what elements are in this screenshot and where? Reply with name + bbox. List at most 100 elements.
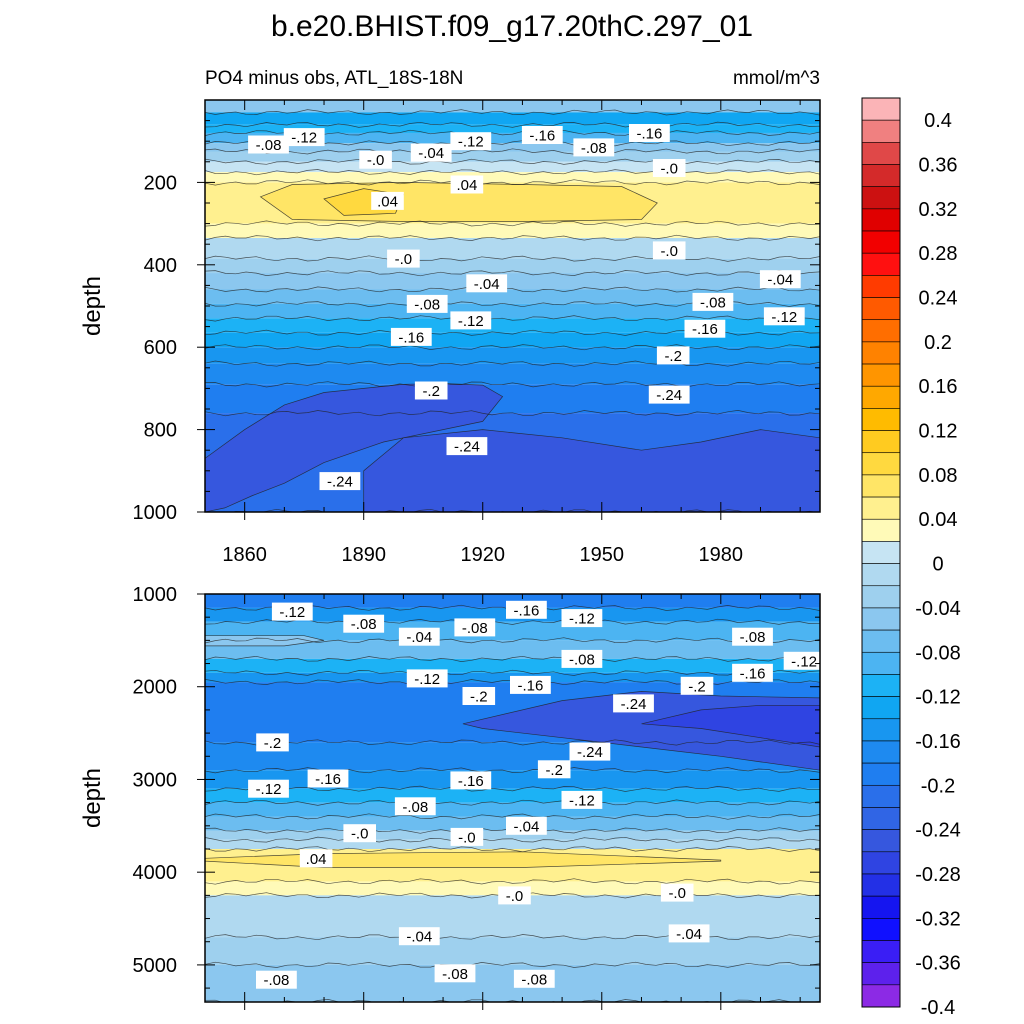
upper-contour-labels: -.08 -.12 -.0 -.04 -.12 -.16 -.08 -.16 -.0 .04 .04… [248,124,805,491]
lower-contour-line [205,846,820,853]
colorbar-swatch [861,541,901,564]
lower-contour-label-box [513,969,555,988]
colorbar-label: -0.36 [915,953,961,975]
x-tick-label: 1890 [341,544,386,566]
lower-contour-labels: -.12 -.08 -.04 -.08 -.16 -.12 -.08 -.08 -.12 -.16… [248,600,825,989]
lower-contour-label-box [510,675,551,694]
lower-contour-label: -.16 [315,771,341,788]
lower-band [205,964,820,1002]
lower-contour-label: -.0 [351,826,369,843]
lower-y-axis-label: depth [79,768,106,828]
upper-band [205,258,820,274]
lower-contour-label: -.2 [688,678,706,695]
lower-contour-label-box [450,771,492,790]
colorbar-label: 0 [932,554,943,576]
upper-contour-label-box [410,143,452,162]
chart-title: b.e20.BHIST.f09_g17.20thC.297_01 [271,10,753,43]
lower-contour-label: -.16 [740,665,766,682]
lower-contour-line [205,669,820,676]
lower-contour-label: -.24 [621,696,647,713]
colorbar-swatch [861,629,901,653]
lower-contour-label-box [299,849,333,868]
upper-contour-line [205,255,820,262]
colorbar-swatch [861,275,901,298]
lower-contour-label-box [454,618,496,637]
upper-contour-label-box [406,294,448,313]
lower-contour-patch [205,635,325,647]
lower-contour-label: -.0 [668,885,686,902]
lower-contour-label-box [450,827,484,846]
x-tick-label: 1950 [580,544,625,566]
upper-contour-label: -.24 [454,439,480,456]
colorbar-swatch [861,585,901,609]
colorbar-swatch [861,674,901,697]
lower-contour-label: -.04 [513,818,539,835]
upper-contour-label: -.04 [767,272,793,289]
upper-contour-label-box [692,292,734,311]
upper-band [205,303,820,319]
lower-contour-label-box [537,760,571,779]
upper-contour-patch [205,383,504,512]
colorbar-swatch [861,563,901,587]
colorbar-swatch [861,784,901,808]
lower-contour-line [205,878,820,885]
colorbar-swatch [861,962,901,986]
upper-band [205,112,820,125]
y-tick-label: 4000 [133,862,178,884]
colorbar-swatch [861,651,901,675]
colorbar-swatch [861,718,901,742]
lower-contour-label: -.16 [458,773,484,790]
upper-axes: 1860 1890 1920 1950 1980 200 400 600 800 1000 [133,99,820,566]
lower-contour-line [205,999,820,1002]
lower-contour-label: -.08 [740,629,766,646]
upper-contour-label: .04 [377,193,398,210]
lower-contour-label-box [256,970,297,989]
lower-band [205,802,820,817]
colorbar-label: 0.24 [919,288,958,310]
lower-contour-label-box [462,687,496,705]
colorbar-swatch [861,297,901,321]
lower-contour-patch [641,704,820,748]
upper-contour-label-box [283,128,325,147]
upper-contour-label-box [450,311,492,330]
colorbar-swatch [861,319,901,343]
lower-contour-label-box [680,676,714,695]
upper-contour-label: -.04 [418,145,444,162]
lower-contour-label-box [668,924,710,943]
upper-band [205,363,820,385]
upper-contour-label-box [319,472,361,491]
lower-contour-label-box [732,663,773,682]
lower-contour-label: .04 [306,851,327,868]
upper-band [205,124,820,133]
upper-contour-label-box [450,132,492,151]
colorbar: 0.4 0.36 0.32 0.28 0.24 0.2 0.16 0.12 0.08 0.04 0 -… [861,97,961,1019]
colorbar-swatch [861,385,901,409]
lower-contour-label: -.12 [569,792,595,809]
upper-band [205,273,820,290]
colorbar-swatch [861,807,901,830]
colorbar-frame [861,97,901,1008]
upper-contour-label-box [629,124,670,142]
y-tick-label: 1000 [133,584,178,606]
upper-band [205,100,820,113]
lower-contour-line [205,836,820,843]
upper-contour-label: -.16 [692,321,718,338]
lower-contour-label: -.08 [569,651,595,668]
upper-contour-line [205,381,820,388]
lower-contour-label: -.24 [577,744,603,761]
lower-contour-label-box [613,694,654,713]
upper-contour-line [205,169,820,176]
upper-contour-label: -.08 [256,137,282,154]
lower-contour-label: -.08 [462,620,488,637]
upper-band [205,161,820,173]
colorbar-swatch [861,740,901,764]
upper-contour-label: -.0 [395,251,413,268]
lower-band [205,770,820,789]
upper-contour-line [205,360,820,367]
colorbar-label: -0.4 [921,997,955,1019]
upper-contour-line [205,269,820,277]
upper-contour-label: -.0 [367,152,385,169]
upper-contour-label-box [521,126,563,144]
colorbar-swatch [861,873,901,897]
